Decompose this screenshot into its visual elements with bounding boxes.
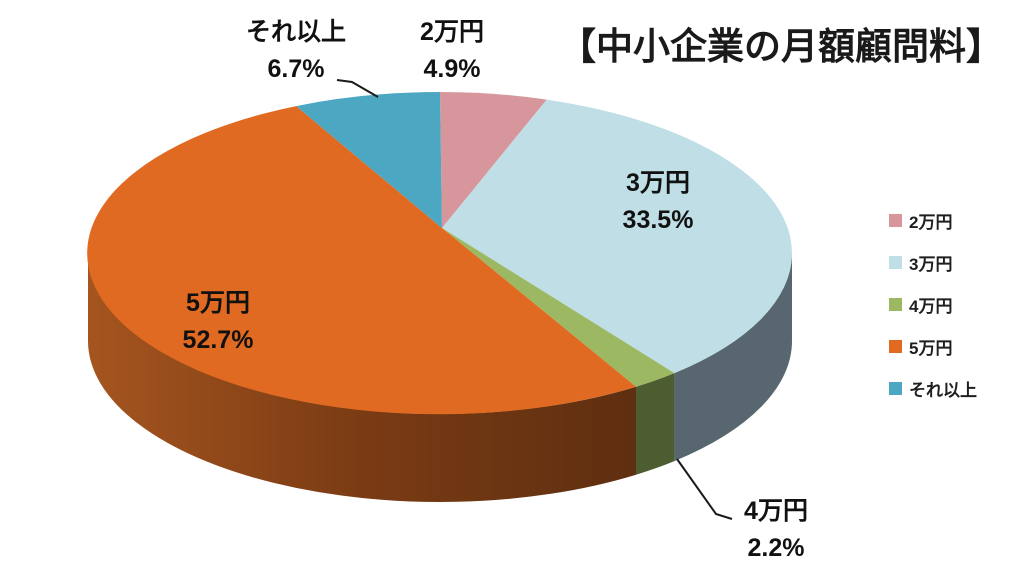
legend-label: 5万円: [909, 338, 953, 358]
slice-label-name: 4万円: [744, 497, 808, 525]
legend-swatch: [889, 213, 902, 227]
legend-swatch: [889, 381, 902, 395]
legend-item-4: それ以上: [889, 367, 977, 409]
pie-slice-side-1: [674, 253, 792, 462]
legend-item-1: 3万円: [889, 241, 977, 283]
pie-slice-2: [442, 228, 675, 387]
legend-label: 3万円: [909, 254, 953, 274]
legend: 2万円 3万円 4万円 5万円それ以上: [889, 199, 977, 409]
legend-item-0: 2万円: [889, 199, 977, 241]
pie-slice-side-2: [636, 373, 675, 475]
slice-label-percent: 33.5%: [622, 206, 694, 234]
pie-slice-4: [296, 92, 442, 228]
legend-swatch: [889, 339, 902, 353]
legend-label: 2万円: [909, 212, 953, 232]
pie-slice-side-3: [88, 253, 636, 502]
slice-label-4: それ以上 6.7%: [246, 14, 346, 88]
slice-label-name: それ以上: [245, 18, 347, 46]
slice-label-name: 3万円: [626, 169, 690, 197]
legend-label: 4万円: [909, 296, 953, 316]
legend-label: それ以上: [909, 380, 977, 400]
legend-swatch: [889, 255, 902, 269]
pie-slice-3: [87, 106, 636, 415]
slice-label-3: 5万円 52.7%: [183, 285, 254, 359]
slice-label-0: 2万円 4.9%: [420, 14, 484, 88]
slice-label-percent: 4.9%: [423, 55, 481, 83]
leader-line-1: [676, 458, 733, 520]
legend-item-3: 5万円: [889, 325, 977, 367]
pie-slice-0: [440, 92, 547, 228]
pie-slice-1: [442, 99, 792, 374]
slice-label-percent: 6.7%: [267, 55, 325, 83]
legend-swatch: [889, 297, 902, 311]
slice-label-percent: 52.7%: [182, 326, 254, 354]
chart-title: 【中小企業の月額顧問料】: [559, 26, 1003, 67]
slice-label-percent: 2.2%: [747, 534, 805, 562]
slice-label-name: 5万円: [186, 289, 250, 317]
slice-label-2: 4万円 2.2%: [744, 493, 808, 567]
slice-label-1: 3万円 33.5%: [623, 165, 694, 239]
slice-label-name: 2万円: [420, 18, 484, 46]
legend-item-2: 4万円: [889, 283, 977, 325]
leader-line-0: [336, 79, 379, 98]
